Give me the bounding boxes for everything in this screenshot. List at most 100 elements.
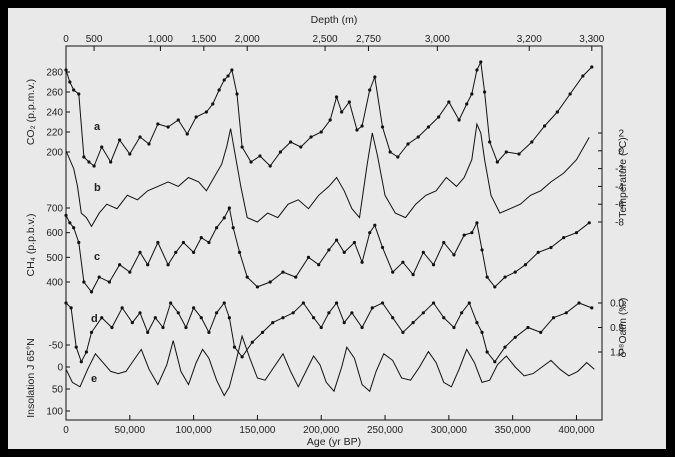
data-point-d bbox=[64, 301, 68, 305]
data-point-c bbox=[72, 226, 76, 230]
data-point-c bbox=[368, 231, 372, 235]
data-point-a bbox=[495, 160, 499, 164]
data-point-a bbox=[156, 122, 160, 126]
data-point-a bbox=[542, 124, 547, 128]
y-tick-label-e: -50 bbox=[49, 341, 64, 352]
data-point-c bbox=[294, 275, 298, 279]
data-point-d bbox=[480, 330, 484, 334]
data-point-a bbox=[388, 150, 392, 154]
y-tick-label-b: 2 bbox=[618, 129, 624, 140]
data-point-c bbox=[401, 260, 405, 264]
data-point-d bbox=[503, 345, 507, 349]
data-point-a bbox=[166, 125, 170, 129]
data-point-d bbox=[69, 306, 73, 310]
panel-letter-c: c bbox=[94, 251, 100, 263]
data-point-a bbox=[278, 150, 282, 154]
data-point-a bbox=[368, 88, 372, 92]
data-point-a bbox=[581, 74, 585, 78]
y-tick-label-c: 500 bbox=[46, 253, 63, 264]
data-point-d bbox=[391, 316, 395, 320]
data-point-a bbox=[347, 100, 351, 104]
data-point-c bbox=[245, 275, 249, 279]
data-point-a bbox=[319, 130, 323, 134]
data-point-c bbox=[146, 263, 150, 267]
data-point-d bbox=[192, 306, 196, 310]
x-tick-label: 100,000 bbox=[176, 425, 213, 436]
data-point-d bbox=[153, 316, 157, 320]
data-point-a bbox=[517, 152, 521, 156]
plot-frame bbox=[65, 45, 603, 421]
x-tick-label: 50,000 bbox=[115, 425, 146, 436]
depth-tick-label: 2,000 bbox=[235, 34, 260, 45]
data-point-a bbox=[299, 145, 303, 149]
data-point-c bbox=[156, 240, 160, 245]
y-tick-label-a: 200 bbox=[46, 148, 63, 159]
data-point-d bbox=[334, 301, 339, 305]
data-point-a bbox=[530, 140, 534, 144]
panel-letter-a: a bbox=[94, 121, 101, 133]
data-point-a bbox=[465, 102, 469, 106]
data-point-c bbox=[97, 275, 101, 279]
data-point-a bbox=[82, 155, 86, 159]
data-point-a bbox=[426, 125, 431, 129]
data-point-d bbox=[460, 311, 464, 315]
data-point-c bbox=[107, 280, 111, 284]
data-point-a bbox=[479, 60, 483, 64]
data-point-c bbox=[470, 231, 474, 235]
data-point-d bbox=[100, 316, 104, 320]
series-label-d: δ¹⁸Oatm (‰) bbox=[617, 298, 629, 358]
data-point-a bbox=[470, 92, 474, 96]
data-point-d bbox=[250, 340, 254, 344]
data-point-a bbox=[240, 145, 244, 149]
data-point-c bbox=[536, 250, 540, 254]
y-tick-label-a: 280 bbox=[46, 68, 63, 79]
data-point-a bbox=[568, 92, 572, 96]
depth-tick-label: 3,300 bbox=[579, 34, 604, 45]
data-point-c bbox=[462, 233, 466, 237]
series-label-e: Insolation J 65°N bbox=[25, 338, 37, 418]
data-point-d bbox=[360, 325, 364, 330]
data-point-a bbox=[309, 135, 313, 139]
data-point-c bbox=[77, 240, 81, 245]
series-label-a: CO₂ (p.p.m.v.) bbox=[25, 79, 37, 145]
data-point-c bbox=[493, 285, 497, 289]
y-tick-label-d: 0.5 bbox=[610, 323, 624, 334]
data-point-c bbox=[166, 263, 170, 267]
data-point-c bbox=[82, 280, 86, 284]
data-point-c bbox=[306, 255, 311, 259]
data-point-c bbox=[317, 263, 321, 267]
data-point-c bbox=[138, 250, 142, 254]
data-point-d bbox=[421, 311, 425, 315]
y-tick-label-c: 600 bbox=[46, 228, 63, 239]
data-point-a bbox=[340, 110, 344, 114]
panel-letter-e: e bbox=[91, 373, 97, 385]
data-point-d bbox=[222, 301, 226, 305]
data-point-c bbox=[373, 223, 377, 227]
data-point-c bbox=[431, 263, 436, 267]
data-point-d bbox=[89, 330, 94, 334]
data-point-d bbox=[214, 311, 219, 315]
data-point-a bbox=[475, 68, 479, 72]
depth-tick-label: 2,500 bbox=[313, 34, 338, 45]
data-point-a bbox=[100, 145, 104, 149]
data-point-a bbox=[92, 164, 96, 168]
data-point-c bbox=[452, 253, 456, 257]
data-point-a bbox=[396, 155, 400, 159]
data-point-a bbox=[334, 95, 339, 99]
data-point-d bbox=[452, 325, 456, 330]
data-point-c bbox=[214, 226, 219, 230]
data-point-c bbox=[89, 290, 94, 294]
series-line-b bbox=[65, 122, 590, 228]
data-point-c bbox=[128, 270, 132, 274]
data-point-c bbox=[281, 270, 285, 274]
data-point-c bbox=[360, 260, 364, 264]
x-tick-label: 300,000 bbox=[431, 425, 468, 436]
data-point-d bbox=[526, 325, 530, 330]
data-point-a bbox=[176, 118, 180, 122]
data-point-c bbox=[380, 245, 385, 250]
data-point-a bbox=[128, 152, 132, 156]
data-point-c bbox=[199, 236, 203, 240]
data-point-a bbox=[87, 160, 91, 164]
depth-tick-label: 2,750 bbox=[356, 34, 381, 45]
data-point-c bbox=[118, 263, 122, 267]
